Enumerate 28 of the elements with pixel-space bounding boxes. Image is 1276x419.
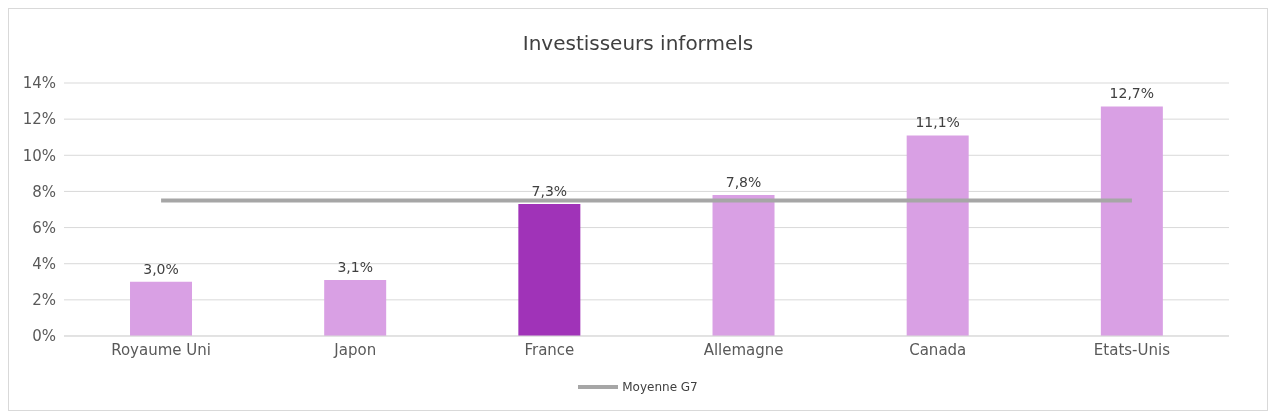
data-label: 3,0% bbox=[143, 260, 179, 277]
x-tick-label: Royaume Uni bbox=[111, 340, 211, 359]
data-label: 11,1% bbox=[915, 114, 960, 131]
bar bbox=[1100, 106, 1163, 336]
legend-label: Moyenne G7 bbox=[622, 380, 698, 394]
x-tick-label: Japon bbox=[333, 340, 377, 359]
y-tick-label: 8% bbox=[32, 182, 56, 201]
x-tick-label: France bbox=[524, 340, 575, 359]
y-tick-label: 14% bbox=[22, 74, 56, 93]
x-tick-label: Canada bbox=[909, 340, 967, 359]
x-tick-label: Etats-Unis bbox=[1093, 340, 1171, 359]
bar bbox=[906, 135, 969, 336]
x-tick-label: Allemagne bbox=[703, 340, 784, 359]
y-tick-label: 12% bbox=[22, 110, 56, 129]
y-tick-label: 0% bbox=[32, 327, 56, 346]
data-label: 7,3% bbox=[531, 183, 568, 200]
y-tick-label: 6% bbox=[32, 218, 56, 237]
data-label: 7,8% bbox=[725, 174, 762, 191]
bar bbox=[324, 279, 387, 336]
bar bbox=[712, 195, 775, 336]
chart-title: Investisseurs informels bbox=[521, 31, 755, 57]
bar bbox=[130, 281, 193, 336]
y-tick-label: 2% bbox=[32, 291, 56, 310]
bar bbox=[518, 204, 581, 336]
y-tick-label: 4% bbox=[32, 255, 56, 274]
data-label: 12,7% bbox=[1109, 85, 1155, 102]
data-label: 3,1% bbox=[337, 258, 373, 275]
y-tick-label: 10% bbox=[22, 146, 56, 165]
